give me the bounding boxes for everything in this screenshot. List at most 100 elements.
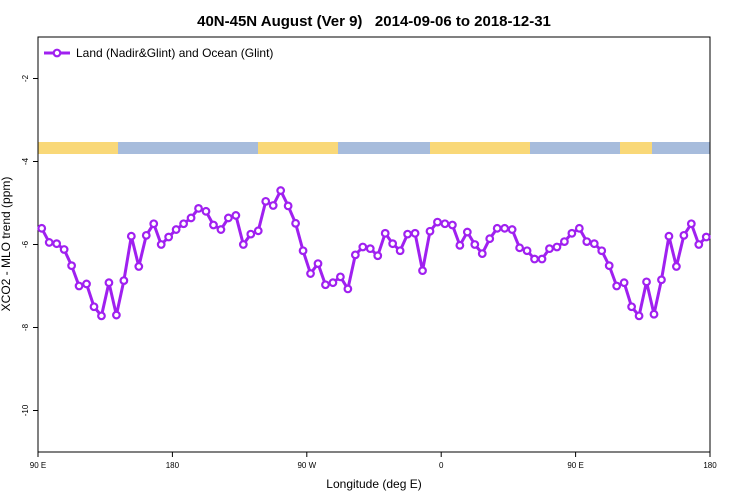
x-tick-label: 180 [703, 461, 717, 470]
data-point [313, 259, 323, 268]
y-axis-label: XCO2 - MLO trend (ppm) [0, 177, 13, 312]
data-point [82, 279, 91, 289]
x-tick-label: 0 [439, 461, 444, 470]
data-point [574, 223, 584, 233]
data-point [664, 231, 674, 241]
data-point [44, 238, 54, 247]
data-point [52, 239, 62, 249]
data-point [358, 242, 368, 252]
data-point [119, 276, 129, 286]
data-point [433, 217, 442, 227]
data-point [485, 234, 495, 244]
x-tick-label: 90 W [297, 461, 316, 470]
data-point [522, 246, 532, 256]
data-point [448, 220, 457, 230]
data-point [209, 220, 218, 230]
x-tick-label: 90 E [30, 461, 46, 470]
data-point [507, 225, 517, 234]
data-point [89, 302, 99, 312]
data-point [395, 246, 405, 256]
y-tick-label: -4 [21, 157, 30, 165]
plot-frame [37, 36, 711, 453]
data-point [111, 310, 121, 320]
data-point [597, 246, 607, 256]
data-point [418, 266, 427, 276]
data-point [238, 240, 248, 249]
legend-marker [52, 48, 62, 58]
data-point [328, 278, 338, 288]
data-point [104, 278, 114, 288]
data-point [589, 239, 599, 249]
data-point [156, 240, 166, 249]
data-point [388, 239, 398, 249]
data-point [410, 228, 420, 238]
data-point [642, 277, 651, 287]
data-point [686, 219, 696, 229]
data-point [223, 213, 233, 223]
data-point [261, 196, 271, 206]
data-point [545, 244, 554, 254]
data-point [582, 237, 592, 246]
data-point [440, 219, 450, 229]
data-point [59, 245, 69, 254]
data-point [500, 223, 510, 233]
data-point [567, 228, 577, 238]
data-point [343, 284, 353, 294]
data-point [380, 228, 390, 238]
data-point [171, 225, 181, 234]
data-point [37, 223, 47, 233]
data-point [336, 272, 345, 282]
data-point [403, 229, 413, 239]
x-axis-label: Longitude (deg E) [326, 477, 421, 491]
data-point [477, 249, 487, 259]
data-point [276, 186, 286, 195]
data-point [350, 250, 360, 260]
data-point [679, 230, 689, 240]
data-point [246, 229, 256, 239]
data-point [321, 280, 330, 290]
data-point [201, 206, 211, 216]
data-point [134, 262, 144, 271]
data-point [657, 275, 666, 285]
data-point [164, 232, 174, 242]
legend-label: Land (Nadir&Glint) and Ocean (Glint) [76, 46, 273, 60]
data-point [634, 311, 644, 321]
y-tick-label: -10 [21, 404, 30, 416]
data-point [216, 225, 226, 234]
data-point [619, 278, 629, 288]
land-ocean-strip [38, 142, 710, 154]
y-tick-label: -8 [21, 323, 30, 331]
data-point [74, 281, 84, 291]
data-point [515, 243, 524, 253]
data-point [67, 261, 76, 271]
data-point [268, 201, 278, 210]
data-point [126, 231, 136, 241]
data-point [537, 254, 547, 264]
data-point [231, 211, 241, 220]
data-point [298, 246, 308, 256]
data-point [530, 254, 539, 264]
data-point [194, 203, 203, 213]
data-point [253, 226, 263, 236]
data-point [470, 240, 480, 249]
data-point [291, 218, 301, 228]
data-point [141, 230, 151, 240]
data-point [149, 219, 159, 229]
series-line [40, 187, 708, 320]
data-point [425, 226, 435, 236]
data-point [701, 232, 711, 242]
data-point [560, 237, 569, 246]
x-tick-label: 180 [166, 461, 180, 470]
data-point [179, 219, 189, 229]
data-point [365, 244, 375, 254]
y-tick-label: -2 [21, 74, 30, 82]
data-point [186, 213, 196, 223]
data-point [462, 227, 472, 237]
data-point [97, 311, 106, 321]
x-tick-label: 90 E [567, 461, 583, 470]
data-point [455, 240, 465, 250]
data-point [373, 251, 383, 261]
data-point [306, 269, 315, 278]
data-point [604, 261, 614, 271]
